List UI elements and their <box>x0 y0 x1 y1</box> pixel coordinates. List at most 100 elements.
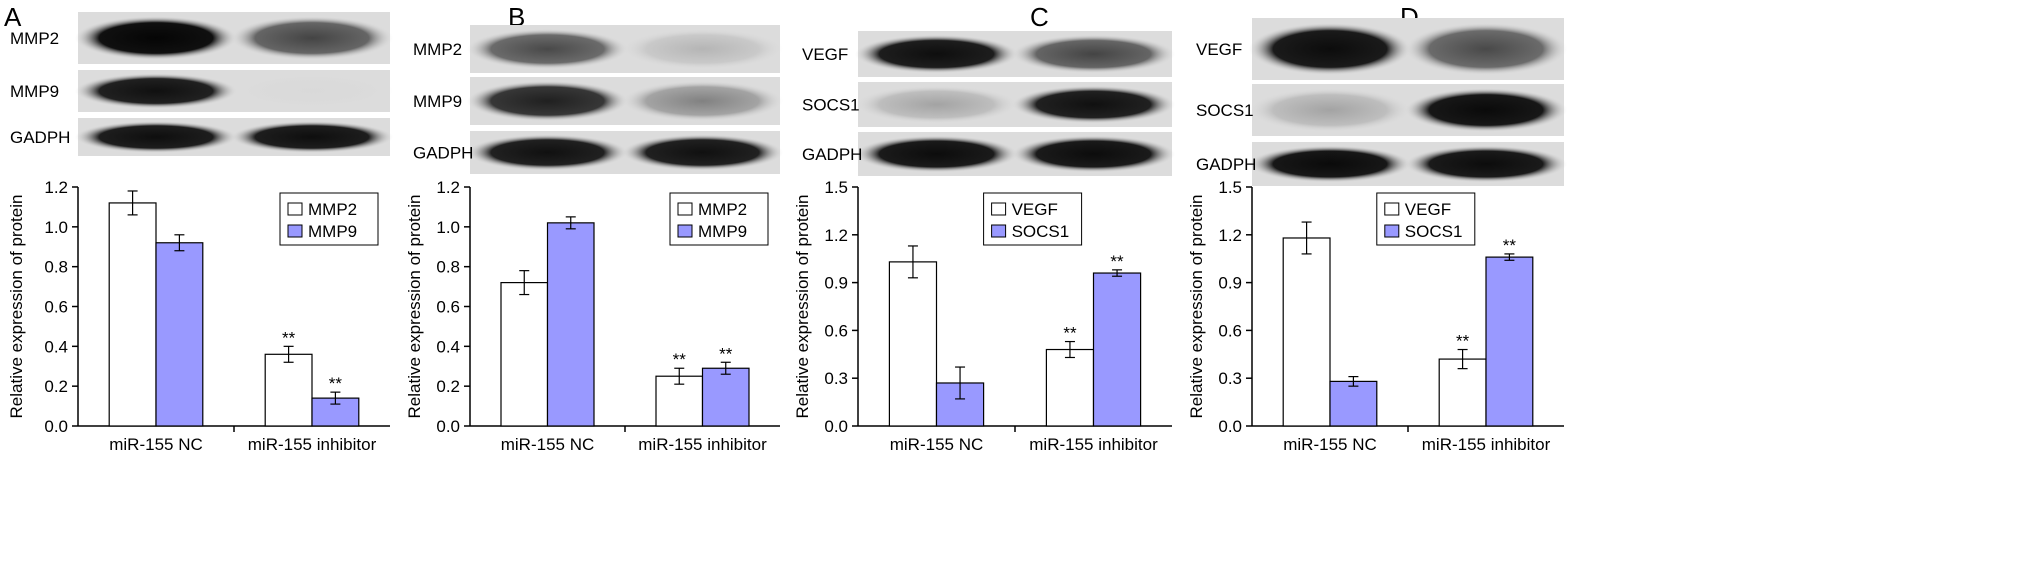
legend-swatch <box>677 202 693 216</box>
blot-band <box>1248 22 1412 76</box>
legend-entry: MMP9 <box>698 222 747 241</box>
y-tick-label: 0.6 <box>436 298 460 317</box>
blot-band <box>74 121 238 153</box>
error-bar <box>283 345 294 363</box>
bar-socs1 <box>1485 256 1534 427</box>
blot-strip-vegf: VEGF <box>1196 18 1568 80</box>
blot-band <box>1248 88 1412 132</box>
significance-marker: ** <box>1503 236 1517 255</box>
blot-strip-gadph: GADPH <box>1196 142 1568 186</box>
legend-entry: VEGF <box>1405 200 1451 219</box>
blot-band <box>621 80 784 122</box>
y-tick-label: 0.3 <box>1218 369 1242 388</box>
legend: VEGF SOCS1 <box>1376 192 1476 246</box>
y-axis-label: Relative expression of protein <box>405 195 424 419</box>
y-tick-label: 0.4 <box>44 337 68 356</box>
blot-strip-gadph: GADPH <box>10 118 394 156</box>
panel-d: DVEGFSOCS1GADPH0.00.30.60.91.21.5Relativ… <box>1187 2 1568 454</box>
panel-b: B MMP2 MMP9 GADPH 0.0 0.2 0.4 0.6 0.8 1.0 1.2 Relat… <box>405 2 784 454</box>
y-tick-label: 0.4 <box>436 337 460 356</box>
error-bar <box>127 190 138 216</box>
y-tick-label: 0.8 <box>436 258 460 277</box>
blot-label: MMP9 <box>10 82 59 101</box>
blot-band <box>621 134 784 171</box>
error-bar <box>1112 269 1123 277</box>
y-tick-label: 0.2 <box>436 377 460 396</box>
error-bar <box>1457 348 1468 370</box>
bar-mmp2 <box>500 282 549 427</box>
y-tick-label: 1.2 <box>44 178 68 197</box>
x-category-label: miR-155 NC <box>1283 435 1377 454</box>
y-tick-label: 0.0 <box>44 417 68 436</box>
legend-entry: VEGF <box>1012 200 1058 219</box>
y-tick-label: 1.5 <box>824 178 848 197</box>
y-tick-label: 1.0 <box>44 218 68 237</box>
bar-vegf <box>1045 348 1095 427</box>
y-tick-label: 0.8 <box>44 258 68 277</box>
significance-marker: ** <box>329 374 343 393</box>
blot-band <box>74 16 238 60</box>
blot-strip-socs1: SOCS1 <box>1196 84 1568 136</box>
blot-band <box>1248 145 1412 183</box>
bar-mmp2 <box>108 202 157 427</box>
blot-strip-mmp9: MMP9 <box>413 77 784 125</box>
x-category-label: miR-155 NC <box>501 435 595 454</box>
blot-band <box>854 34 1019 74</box>
y-axis-label: Relative expression of protein <box>7 195 26 419</box>
blot-strip-mmp2: MMP2 <box>10 12 394 64</box>
x-category-label: miR-155 inhibitor <box>1422 435 1551 454</box>
blot-band <box>466 28 629 70</box>
blot-band <box>854 135 1019 173</box>
y-tick-label: 1.2 <box>436 178 460 197</box>
bar-mmp9 <box>546 222 595 427</box>
legend-entry: SOCS1 <box>1405 222 1463 241</box>
y-tick-label: 0.6 <box>1218 321 1242 340</box>
bar-mmp9 <box>701 367 750 427</box>
error-bar <box>1504 253 1515 261</box>
y-tick-label: 1.5 <box>1218 178 1242 197</box>
legend: MMP2 MMP9 <box>279 192 379 246</box>
x-category-label: miR-155 inhibitor <box>1029 435 1158 454</box>
error-bar <box>674 367 685 385</box>
blot-band <box>230 121 394 153</box>
blot-strip-gadph: GADPH <box>413 131 784 174</box>
legend-swatch <box>677 224 693 238</box>
blot-band <box>466 134 629 171</box>
blot-band <box>1011 135 1176 173</box>
x-category-label: miR-155 NC <box>890 435 984 454</box>
blot-label: GADPH <box>10 128 70 147</box>
blot-label: MMP2 <box>413 40 462 59</box>
y-tick-label: 0.0 <box>824 417 848 436</box>
blot-label: MMP2 <box>10 29 59 48</box>
blot-band <box>1011 34 1176 74</box>
blot-label: SOCS1 <box>1196 101 1254 120</box>
error-bar <box>720 361 731 375</box>
blot-strip-mmp2: MMP2 <box>413 25 784 73</box>
y-tick-label: 1.2 <box>1218 226 1242 245</box>
error-bar <box>1064 340 1075 359</box>
significance-marker: ** <box>282 328 296 347</box>
blot-band <box>621 28 784 70</box>
blot-strip-gadph: GADPH <box>802 132 1176 176</box>
y-tick-label: 0.6 <box>44 298 68 317</box>
blot-band <box>74 73 238 109</box>
error-bar <box>330 391 341 405</box>
bar-vegf <box>1438 358 1487 427</box>
bar-socs1 <box>1329 380 1378 427</box>
panel-c: C VEGF SOCS1 GADPH 0.0 0.3 0.6 0.9 1.2 1.5 Relativ… <box>793 2 1176 454</box>
error-bar <box>1301 221 1312 255</box>
x-category-label: miR-155 inhibitor <box>248 435 377 454</box>
error-bar <box>565 216 576 230</box>
bar-socs1 <box>1092 272 1142 427</box>
legend: VEGF SOCS1 <box>983 192 1083 246</box>
error-bar <box>519 270 530 296</box>
bar-mmp9 <box>155 242 204 427</box>
error-bar <box>174 234 185 252</box>
bar-vegf <box>888 261 938 427</box>
blot-band <box>466 80 629 122</box>
bar-mmp2 <box>264 353 313 427</box>
y-tick-label: 0.3 <box>824 369 848 388</box>
blot-band <box>1404 88 1568 132</box>
blot-band <box>230 16 394 60</box>
